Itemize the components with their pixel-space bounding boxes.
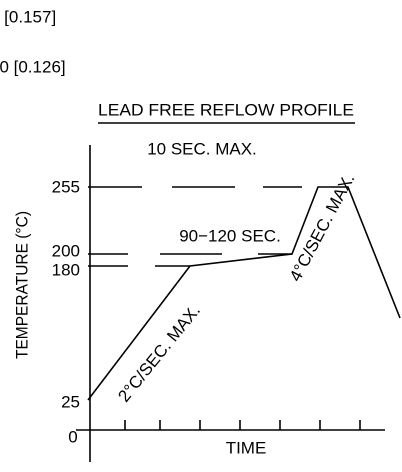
annotation: 10 SEC. MAX. (147, 139, 257, 158)
annotation: 2°C/SEC. MAX. (114, 301, 204, 406)
profile-curve (87, 186, 401, 401)
dimension: 20 [0.126] (0, 57, 66, 76)
y-tick-label: 0 (68, 427, 77, 446)
dimension: 0 [0.157] (0, 7, 56, 26)
x-ticks (124, 420, 361, 430)
y-label: TEMPERATURE (°C) (12, 211, 31, 359)
annotation: 90−120 SEC. (179, 226, 281, 245)
y-tick-label: 255 (52, 177, 80, 196)
y-tick-label: 180 (52, 260, 80, 279)
title: LEAD FREE REFLOW PROFILE (98, 100, 354, 119)
y-tick-label: 200 (52, 241, 80, 260)
y-tick-label: 25 (61, 392, 80, 411)
x-label: TIME (226, 438, 267, 457)
guide-lines (88, 186, 302, 267)
